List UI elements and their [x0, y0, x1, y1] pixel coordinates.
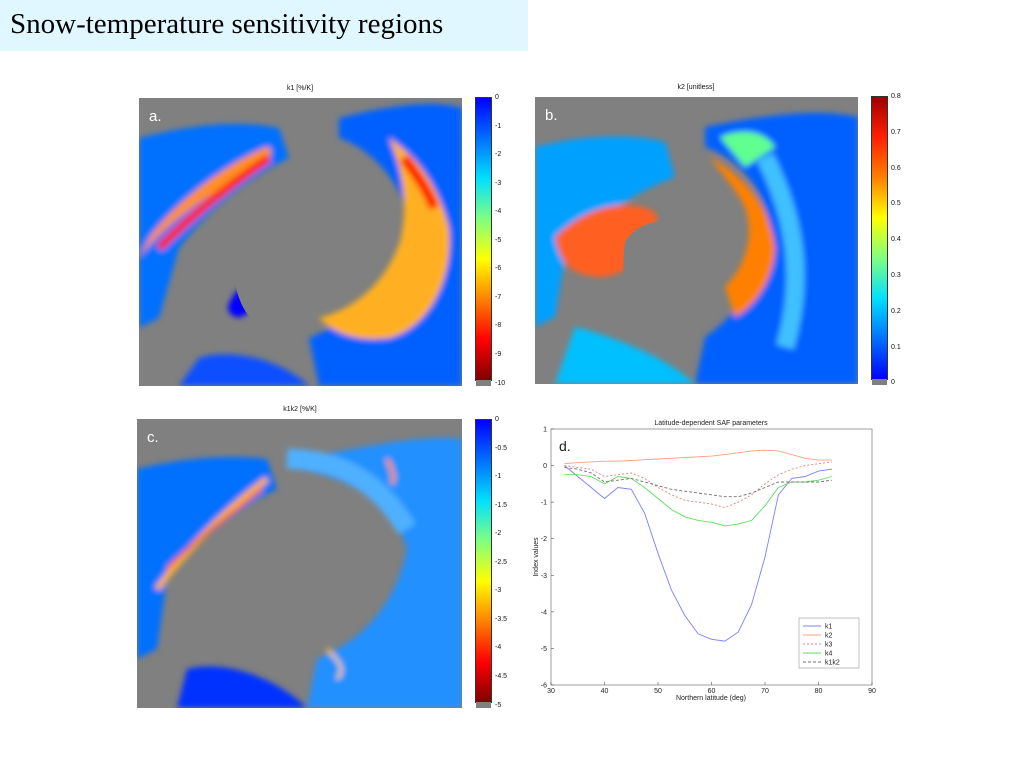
cbar-b-tick: 0.7 — [891, 129, 901, 136]
map-a: a. — [139, 98, 462, 386]
cbar-a-tick: -5 — [495, 237, 502, 244]
y-axis: 1 0 -1 -2 -3 -4 -5 -6 — [541, 427, 554, 690]
y-tick-label: -5 — [541, 646, 547, 653]
series-line-k4 — [564, 474, 833, 527]
cbar-b-tick: 0.3 — [891, 272, 901, 279]
y-tick-label: -6 — [541, 683, 547, 690]
y-tick-label: 0 — [543, 463, 547, 470]
colorbar-c-nodata — [476, 702, 491, 708]
cbar-c-tick: -1 — [495, 473, 502, 480]
colorbar-b-nodata — [872, 379, 887, 385]
colorbar-a-nodata — [476, 380, 491, 386]
cbar-a-tick: -9 — [495, 351, 502, 358]
cbar-b-tick: 0.8 — [891, 93, 901, 100]
page-title: Snow-temperature sensitivity regions — [10, 8, 444, 40]
cbar-b-tick: 0.2 — [891, 308, 901, 315]
cbar-b-tick: 0.1 — [891, 344, 901, 351]
series-lines — [564, 449, 833, 642]
y-tick-label: -4 — [541, 609, 547, 616]
series-line-k2 — [564, 449, 832, 465]
map-a-letter: a. — [149, 108, 162, 125]
cbar-a-tick: -8 — [495, 322, 502, 329]
y-tick-label: -3 — [541, 573, 547, 580]
cbar-a-tick: -1 — [495, 123, 502, 130]
cbar-c-tick: -1.5 — [495, 502, 508, 509]
cbar-a-tick: -6 — [495, 265, 502, 272]
cbar-c-tick: 0 — [495, 416, 499, 423]
x-tick-label: 80 — [815, 688, 823, 695]
cbar-c-tick: -2 — [495, 530, 502, 537]
cbar-c-tick: -0.5 — [495, 445, 508, 452]
colorbar-a — [475, 97, 492, 381]
cbar-c-tick: -3.5 — [495, 616, 508, 623]
x-tick-label: 70 — [761, 688, 769, 695]
y-axis-label: Index values — [533, 537, 540, 577]
cbar-c-tick: -4.5 — [495, 673, 508, 680]
cbar-a-tick: -3 — [495, 180, 502, 187]
cbar-b-tick: 0 — [891, 379, 895, 386]
cbar-c-tick: -2.5 — [495, 559, 508, 566]
x-tick-label: 50 — [654, 688, 662, 695]
cbar-c-tick: -5 — [495, 702, 502, 709]
cbar-a-tick: -7 — [495, 294, 502, 301]
map-a-title: k1 [%/K] — [286, 85, 314, 92]
cbar-a-tick: -4 — [495, 208, 502, 215]
legend-entry: k3 — [825, 642, 833, 649]
legend-entry: k2 — [825, 633, 833, 640]
x-axis-label: Northern latitude (deg) — [676, 695, 746, 702]
line-chart: Latitude-dependent SAF parameters d. 30 4… — [533, 420, 876, 702]
map-c-title: k1k2 [%/K] — [283, 406, 317, 413]
legend-entry: k4 — [825, 651, 833, 658]
legend-entry: k1k2 — [825, 660, 840, 667]
x-tick-label: 90 — [868, 688, 876, 695]
cbar-c-tick: -3 — [495, 587, 502, 594]
cbar-b-tick: 0.5 — [891, 200, 901, 207]
x-tick-label: 40 — [601, 688, 609, 695]
legend-entry: k1 — [825, 624, 833, 631]
cbar-a-tick: -10 — [495, 380, 506, 387]
colorbar-c — [475, 419, 492, 703]
map-a-graphic — [139, 103, 462, 386]
map-b-letter: b. — [545, 107, 558, 124]
series-line-k1k2 — [564, 466, 832, 498]
y-tick-label: 1 — [543, 427, 547, 434]
cbar-a-tick: -2 — [495, 151, 502, 158]
y-tick-label: -2 — [541, 536, 547, 543]
colorbar-b — [871, 96, 888, 380]
x-axis: 30 40 50 60 70 80 90 — [547, 682, 876, 695]
map-c-letter: c. — [147, 429, 159, 446]
map-c: c. — [137, 419, 462, 708]
cbar-b-tick: 0.6 — [891, 165, 901, 172]
chart-letter: d. — [559, 438, 571, 454]
x-tick-label: 60 — [708, 688, 716, 695]
map-c-graphic — [137, 438, 462, 708]
map-b: b. — [535, 97, 858, 384]
cbar-c-tick: -4 — [495, 644, 502, 651]
map-b-graphic — [535, 112, 858, 384]
map-b-title: k2 [unitless] — [677, 84, 715, 91]
x-tick-label: 30 — [547, 688, 555, 695]
chart-title: Latitude-dependent SAF parameters — [654, 420, 768, 427]
y-tick-label: -1 — [541, 500, 547, 507]
cbar-b-tick: 0.4 — [891, 236, 901, 243]
title-banner: Snow-temperature sensitivity regions — [0, 0, 528, 51]
cbar-a-tick: 0 — [495, 94, 499, 101]
